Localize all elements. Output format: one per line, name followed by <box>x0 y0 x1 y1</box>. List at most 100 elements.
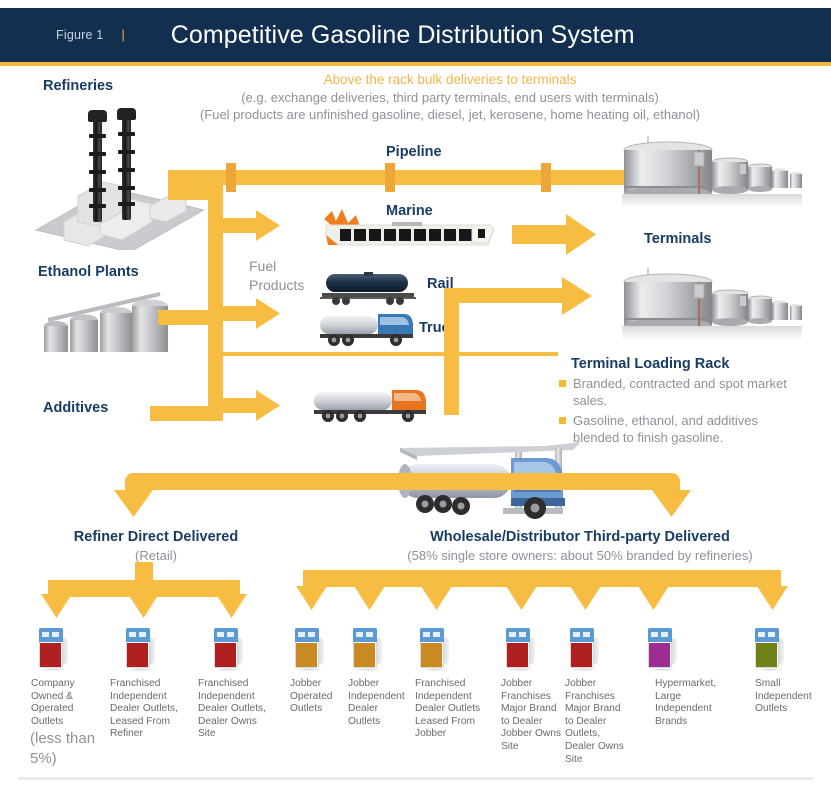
pump-tank-color <box>40 643 61 667</box>
arrow-rail-truck-head <box>256 298 280 329</box>
pump-nozzle-icon <box>149 638 155 664</box>
section-subtitle-refiner-direct: (Retail) <box>135 548 177 563</box>
outlet-pump-wholesale-7 <box>755 628 785 671</box>
arrow-rail-truck-shaft <box>220 306 260 321</box>
pipeline-joint-3 <box>541 163 551 192</box>
arrow-truck-to-terminal-shaft <box>444 288 566 303</box>
distribution-bus-left-drop <box>125 473 142 495</box>
pump-body <box>506 628 530 668</box>
outlet-pump-wholesale-5 <box>570 628 600 671</box>
header-accent-rule <box>0 62 831 66</box>
loading-rack-bullet-2: Gasoline, ethanol, and additives blended… <box>557 413 807 446</box>
truck-illustration <box>318 308 428 348</box>
pump-nozzle-icon <box>318 638 324 664</box>
arrow-lower-truck-head <box>256 390 280 421</box>
pump-tank-color <box>756 643 777 667</box>
refiner-footnote: (less than 5%) <box>30 730 96 767</box>
wholesale-arrow-head-4 <box>506 586 537 610</box>
pump-body <box>39 628 63 668</box>
pipeline-joint-2 <box>385 163 395 192</box>
pump-shadow <box>506 668 536 671</box>
wholesale-leg-5 <box>577 570 594 588</box>
refiner-branch-left-leg <box>48 580 65 597</box>
pump-body <box>648 628 672 668</box>
figure-number: Figure 1 <box>56 28 104 42</box>
refiner-arrow-head-2 <box>128 594 159 618</box>
loading-rack-title: Terminal Loading Rack <box>571 356 730 372</box>
wholesale-arrow-head-6 <box>638 586 669 610</box>
pump-tank-color <box>507 643 528 667</box>
above-rack-note-line3: (Fuel products are unfinished gasoline, … <box>199 107 701 122</box>
wholesale-leg-4 <box>513 570 530 588</box>
pump-body <box>353 628 377 668</box>
pump-nozzle-icon <box>529 638 535 664</box>
outlet-pump-wholesale-3 <box>420 628 450 671</box>
label-marine: Marine <box>386 203 433 219</box>
pump-tank-color <box>296 643 317 667</box>
label-fuel-products: Fuel Products <box>249 257 304 295</box>
pump-display-icon <box>39 628 63 642</box>
above-rack-note: Above the rack bulk deliveries to termin… <box>140 72 760 122</box>
pump-shadow <box>570 668 600 671</box>
pump-tank-color <box>649 643 670 667</box>
refiner-branch-bar <box>48 580 240 597</box>
pump-tank-color <box>354 643 375 667</box>
thin-connector-line <box>218 352 558 356</box>
pump-nozzle-icon <box>237 638 243 664</box>
arrow-marine-to-terminal-head <box>566 214 596 255</box>
pump-tank-color <box>215 643 236 667</box>
label-refineries: Refineries <box>43 78 114 94</box>
pump-body <box>214 628 238 668</box>
arrow-truck-riser <box>444 288 459 408</box>
additives-feeder-cap <box>150 406 165 421</box>
wholesale-arrow-head-3 <box>421 586 452 610</box>
pump-display-icon <box>755 628 779 642</box>
outlet-label-wholesale-4: Jobber Franchises Major Brand to Dealer … <box>501 678 562 752</box>
pipeline-joint-1 <box>226 163 236 192</box>
wholesale-arrow-head-5 <box>570 586 601 610</box>
outlet-pump-refiner-2 <box>126 628 156 671</box>
label-fuel-products-line1: Fuel <box>249 258 277 274</box>
arrow-wholesale-head <box>652 490 691 517</box>
figure-header: Figure 1 | Competitive Gasoline Distribu… <box>0 8 831 62</box>
pump-body <box>295 628 319 668</box>
label-terminals: Terminals <box>644 231 712 247</box>
pump-shadow <box>295 668 325 671</box>
pump-shadow <box>126 668 156 671</box>
arrow-marine-to-terminal-shaft <box>512 225 570 244</box>
wholesale-leg-2 <box>361 570 378 588</box>
terminal-tanks-lower <box>612 268 812 348</box>
ethanol-feeder <box>158 310 220 325</box>
pump-shadow <box>755 668 785 671</box>
pump-display-icon <box>420 628 444 642</box>
section-title-wholesale: Wholesale/Distributor Third-party Delive… <box>430 529 730 545</box>
pump-body <box>420 628 444 668</box>
wholesale-leg-6 <box>645 570 662 588</box>
pump-body <box>126 628 150 668</box>
outlet-pump-refiner-1 <box>39 628 69 671</box>
loading-rack-bullets: Branded, contracted and spot market sale… <box>557 376 807 450</box>
pump-nozzle-icon <box>593 638 599 664</box>
above-rack-note-line1: Above the rack bulk deliveries to termin… <box>323 72 577 87</box>
section-title-refiner-direct: Refiner Direct Delivered <box>73 529 239 545</box>
marine-vessel-illustration <box>318 205 498 253</box>
pump-nozzle-icon <box>671 638 677 664</box>
distribution-bus-right-drop <box>663 473 680 495</box>
wholesale-arrow-head-1 <box>296 586 327 610</box>
wholesale-leg-7 <box>764 570 781 588</box>
pump-shadow <box>353 668 383 671</box>
pipeline-line <box>168 170 643 185</box>
outlet-label-refiner-2: Franchised Independent Dealer Outlets, L… <box>110 678 178 740</box>
terminal-tanks-upper <box>612 136 812 216</box>
outlet-label-wholesale-7: Small Independent Outlets <box>755 678 812 715</box>
pump-display-icon <box>648 628 672 642</box>
outlet-label-refiner-3: Franchised Independent Dealer Outlets, D… <box>198 678 266 740</box>
pump-body <box>570 628 594 668</box>
wholesale-leg-3 <box>428 570 445 588</box>
pump-display-icon <box>126 628 150 642</box>
footer-divider <box>18 777 813 780</box>
pump-shadow <box>214 668 244 671</box>
rail-car-illustration <box>320 272 420 306</box>
outlet-pump-wholesale-2 <box>353 628 383 671</box>
